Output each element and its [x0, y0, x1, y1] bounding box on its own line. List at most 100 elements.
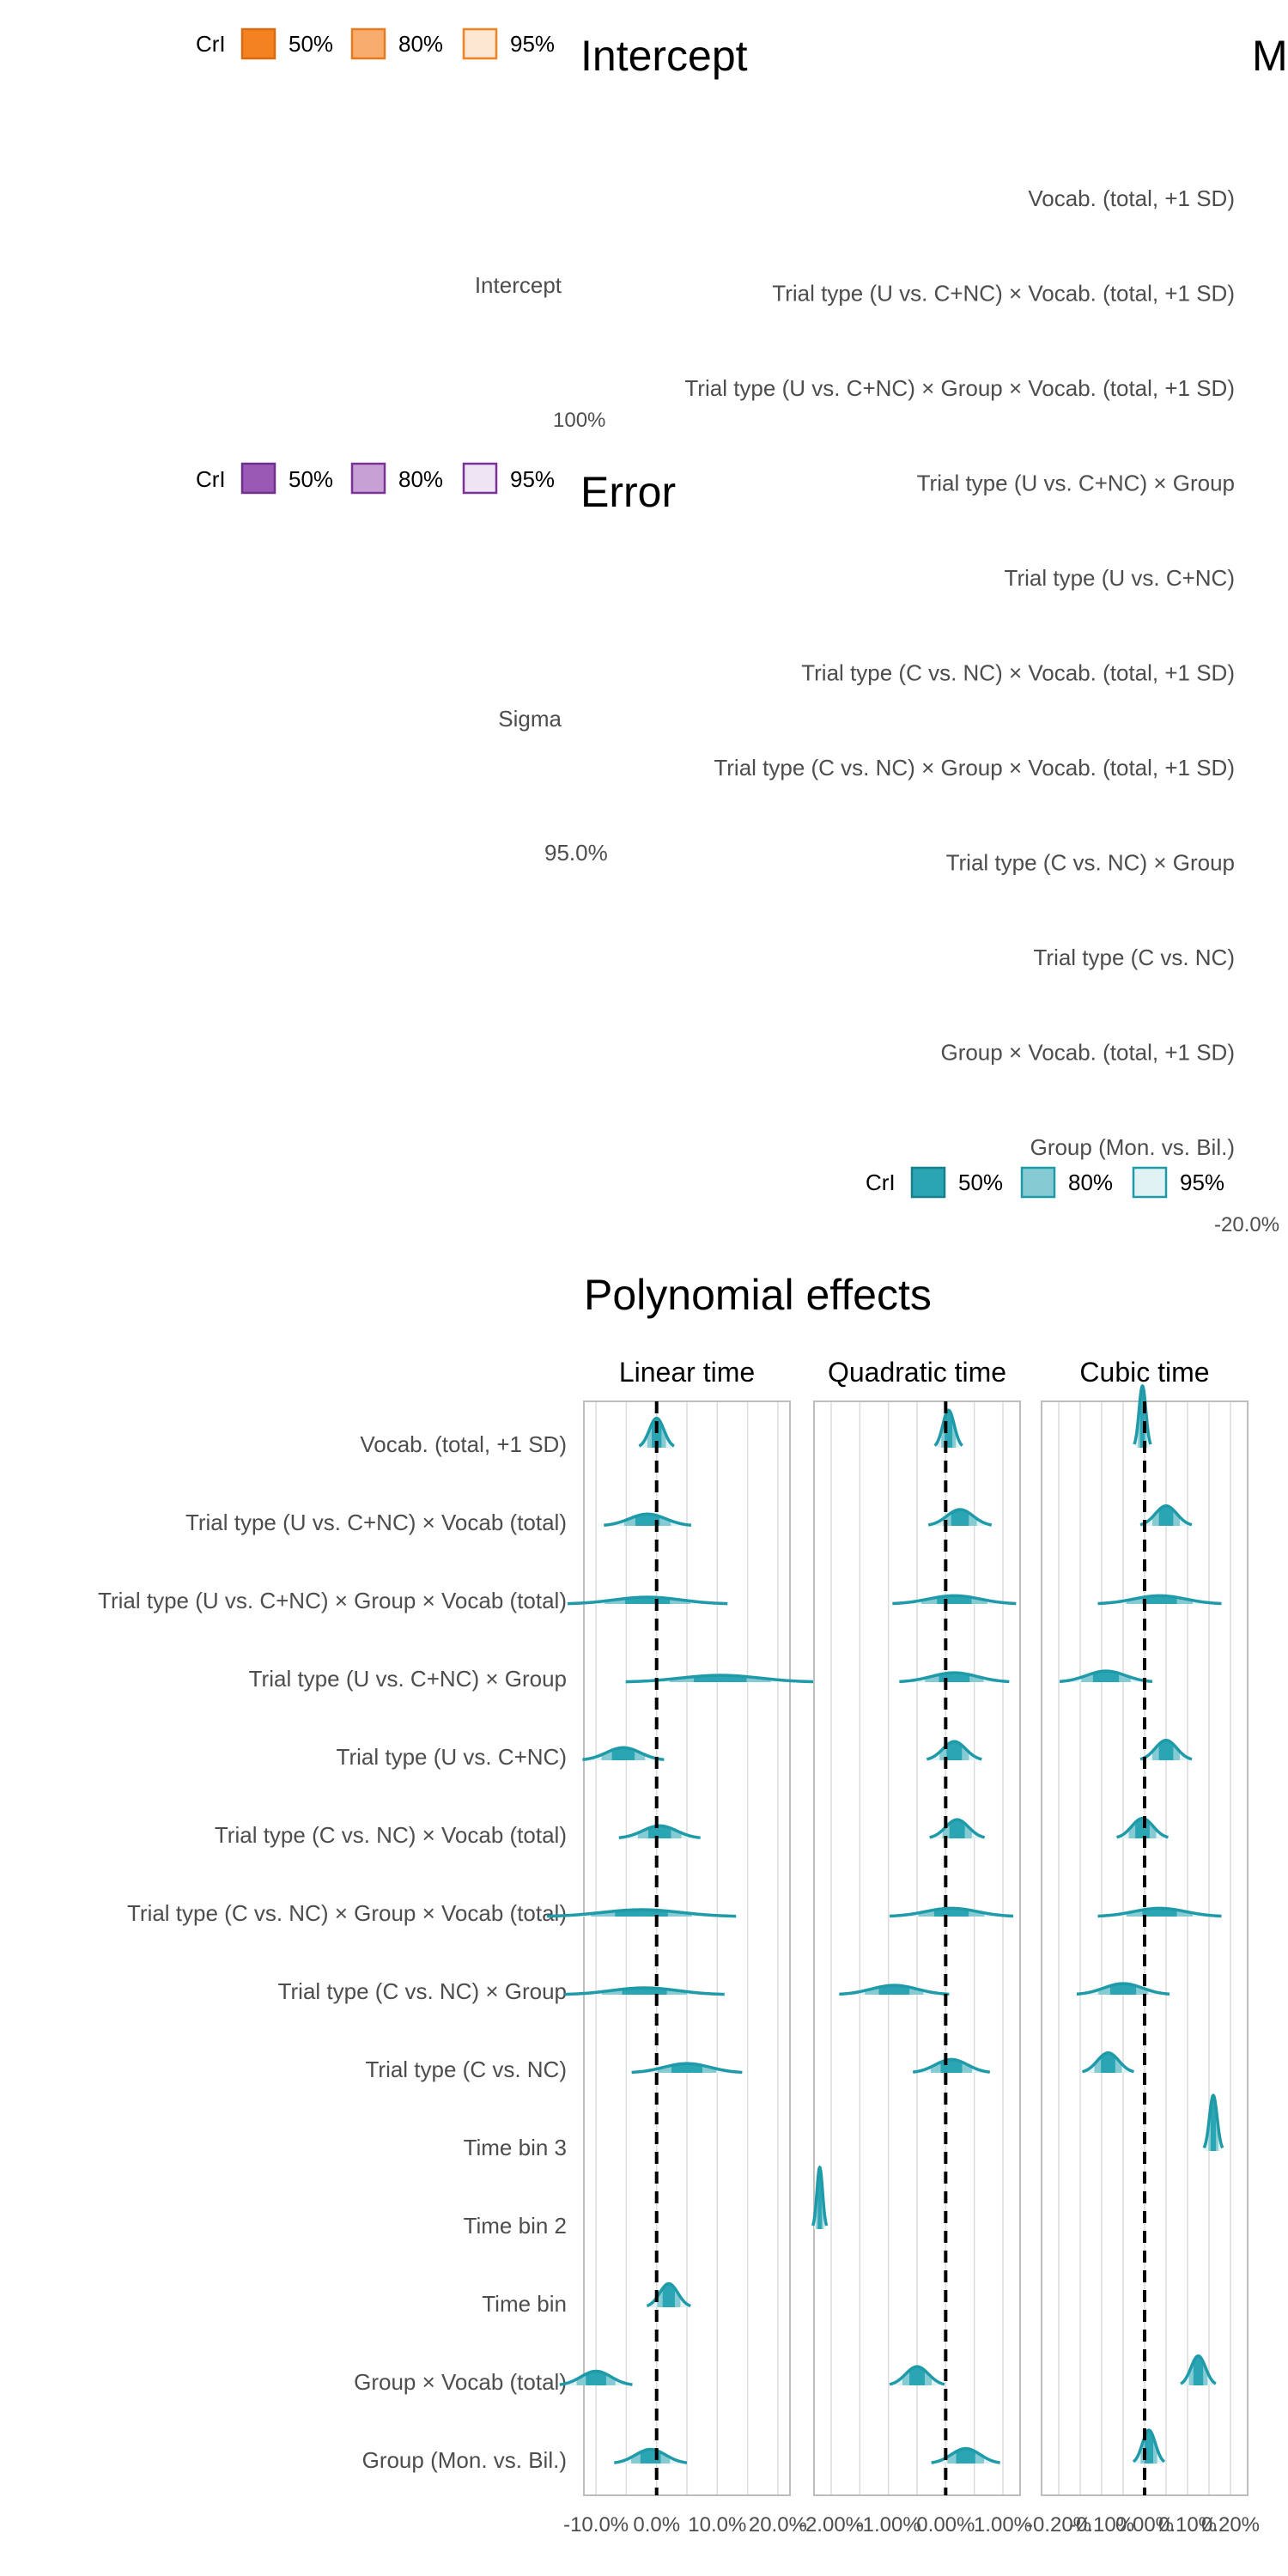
ridge-outline: [1133, 1383, 1152, 1445]
ridge: [564, 1986, 725, 1996]
category-label: Time bin 3: [464, 2135, 567, 2160]
main-row-label: Vocab. (total, +1 SD): [1028, 185, 1235, 211]
main-effects-panel: M Vocab. (total, +1 SD) Trial type (U vs.…: [684, 32, 1287, 1236]
x-tick-label: 0.0%: [633, 2513, 680, 2537]
facet-title: Quadratic time: [828, 1357, 1006, 1388]
ridge-outline: [646, 2281, 691, 2308]
ridge-band: [635, 1514, 660, 1527]
main-effects-row-labels: Vocab. (total, +1 SD) Trial type (U vs. C…: [684, 185, 1235, 1160]
error-panel: CrI 50% 80% 95% Error Sigma 95.0%: [196, 462, 676, 866]
error-axis-overlap: 95.0%: [544, 840, 608, 866]
ridge: [889, 2365, 945, 2386]
ridge: [839, 1984, 950, 1996]
legend-swatch-50: [240, 27, 276, 60]
ridge-outline: [582, 1746, 665, 1761]
ridge: [1076, 1982, 1170, 1996]
ridge-outline: [1059, 1669, 1153, 1684]
ridge-band: [647, 1826, 671, 1839]
ridge: [912, 2057, 991, 2074]
ridge: [559, 2369, 633, 2386]
ridge-band: [949, 1820, 965, 1839]
ridge-band: [586, 2371, 606, 2386]
main-row-label: Trial type (U vs. C+NC) × Vocab. (total,…: [772, 281, 1235, 307]
ridge: [631, 2062, 743, 2075]
ridge-outline: [927, 1508, 993, 1527]
ridge: [889, 1906, 1014, 1918]
x-tick-label: 20.0%: [749, 2513, 807, 2537]
ridge: [933, 1408, 963, 1449]
legend-level-50: 50%: [289, 466, 333, 492]
ridge-outline: [1082, 2050, 1134, 2074]
x-tick-label: 10.0%: [688, 2513, 746, 2537]
ridge-outline: [604, 1512, 692, 1528]
legend-level-50: 50%: [289, 31, 333, 57]
facet-title: Cubic time: [1079, 1357, 1209, 1388]
ridge-band: [1193, 2355, 1204, 2386]
main-row-label: Trial type (C vs. NC) × Group: [946, 850, 1235, 876]
ridge: [618, 1824, 701, 1839]
category-label: Trial type (U vs. C+NC) × Group × Vocab …: [98, 1588, 567, 1613]
category-labels: Vocab. (total, +1 SD) Trial type (U vs. C…: [98, 1431, 567, 2473]
category-label: Vocab. (total, +1 SD): [360, 1431, 567, 1457]
ridge-outline: [567, 1595, 728, 1606]
x-tick-label: 0.10%: [1158, 2513, 1217, 2537]
ridge-outline: [638, 1416, 675, 1448]
intercept-title: Intercept: [580, 32, 748, 80]
legend-level-95: 95%: [510, 466, 555, 492]
main-row-label: Trial type (C vs. NC) × Vocab. (total, +…: [801, 660, 1235, 686]
main-effects-title: M: [1252, 32, 1288, 80]
ridge: [927, 1508, 993, 1527]
ridge-outline: [1139, 1738, 1193, 1761]
ridge-outline: [1097, 1594, 1222, 1606]
error-legend: CrI 50% 80% 95%: [196, 462, 555, 495]
ridge-band: [1144, 2430, 1154, 2464]
ridge: [1202, 2093, 1224, 2152]
main-row-label: Trial type (U vs. C+NC) × Group × Vocab.…: [684, 375, 1235, 401]
facet-border: [813, 1400, 1021, 2496]
ridge-outline: [618, 1824, 701, 1839]
chart-title: Polynomial effects: [584, 1271, 932, 1319]
ridge-band: [1092, 1671, 1120, 1683]
legend-level-80: 80%: [398, 31, 443, 57]
ridge-outline: [899, 1671, 1010, 1684]
ridge-outline: [1180, 2354, 1217, 2385]
legend-level-80: 80%: [398, 466, 443, 492]
legend-swatch-95: [1132, 1166, 1168, 1199]
ridge-outline: [1202, 2093, 1224, 2149]
ridge-band: [933, 1908, 969, 1917]
ridge-outline: [614, 2447, 688, 2464]
legend-level-95: 95%: [1180, 1170, 1224, 1195]
ridge-outline: [811, 2165, 829, 2227]
legend-level-50: 50%: [958, 1170, 1003, 1195]
ridge-band: [909, 2366, 925, 2386]
facet-1: Linear time -10.0% 0.0% 10.0% 20.0%: [546, 1357, 815, 2537]
intercept-row-label: Intercept: [475, 272, 562, 298]
ridge-outline: [892, 1594, 1017, 1606]
ridge-outline: [1139, 1504, 1193, 1527]
ridge: [1139, 1738, 1193, 1761]
ridge-outline: [889, 1906, 1014, 1918]
ridge-outline: [931, 2446, 1000, 2464]
ridge: [625, 1674, 815, 1684]
error-row-label: Sigma: [498, 706, 562, 732]
ridge: [614, 2447, 688, 2464]
ridge-outline: [889, 2365, 945, 2386]
ridge: [929, 1818, 986, 1839]
ridge-outline: [564, 1986, 725, 1996]
ridge-band: [1142, 1595, 1177, 1605]
ridge-outline: [1076, 1982, 1170, 1996]
ridge: [1180, 2354, 1217, 2386]
legend-swatch-50: [910, 1166, 946, 1199]
x-tick-label: 0.00%: [916, 2513, 975, 2537]
legend-label: CrI: [196, 31, 226, 57]
ridge: [926, 1740, 982, 1761]
ridge-outline: [933, 1408, 963, 1447]
ridge: [646, 2281, 691, 2308]
ridge: [1082, 2050, 1134, 2074]
legend-swatch-80: [1020, 1166, 1056, 1199]
category-label: Trial type (C vs. NC) × Vocab (total): [215, 1822, 567, 1848]
x-tick-label: -0.10%: [1069, 2513, 1134, 2537]
category-label: Group (Mon. vs. Bil.): [362, 2447, 567, 2473]
ridge: [1097, 1906, 1222, 1918]
